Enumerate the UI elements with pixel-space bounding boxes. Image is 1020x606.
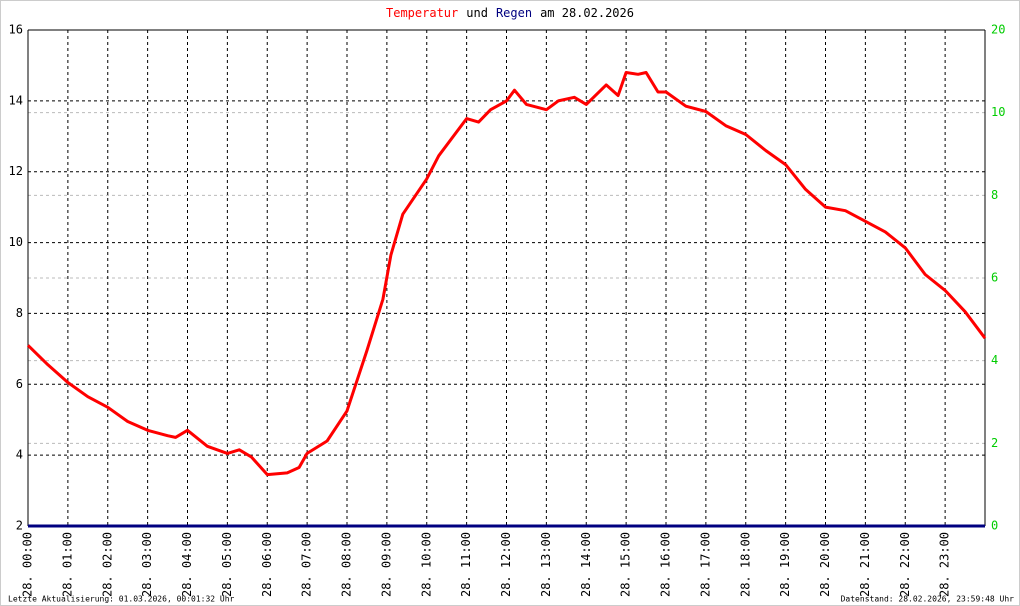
x-tick-label: 28. 23:00 bbox=[938, 532, 952, 597]
x-tick-label: 28. 17:00 bbox=[698, 532, 712, 597]
title-part: am 28.02.2026 bbox=[540, 6, 634, 20]
x-tick-label: 28. 03:00 bbox=[140, 532, 154, 597]
y2-tick-label: 2 bbox=[991, 436, 998, 450]
x-tick-label: 28. 14:00 bbox=[579, 532, 593, 597]
chart-title: Temperatur und Regen am 28.02.2026 bbox=[386, 6, 634, 20]
x-tick-label: 28. 21:00 bbox=[858, 532, 872, 597]
y-tick-label: 4 bbox=[16, 448, 23, 462]
x-tick-label: 28. 08:00 bbox=[340, 532, 354, 597]
x-tick-label: 28. 18:00 bbox=[738, 532, 752, 597]
y2-top-label: 20 bbox=[991, 23, 1005, 37]
title-part: Temperatur bbox=[386, 6, 458, 20]
x-tick-label: 28. 07:00 bbox=[300, 532, 314, 597]
y2-tick-label: 4 bbox=[991, 353, 998, 367]
x-tick-label: 28. 15:00 bbox=[619, 532, 633, 597]
y2-tick-label: 10 bbox=[991, 105, 1005, 119]
y2-tick-label: 6 bbox=[991, 271, 998, 285]
title-part: und bbox=[466, 6, 488, 20]
y-tick-label: 10 bbox=[9, 235, 23, 249]
y-tick-label: 2 bbox=[16, 519, 23, 533]
x-tick-label: 28. 13:00 bbox=[539, 532, 553, 597]
x-tick-label: 28. 05:00 bbox=[220, 532, 234, 597]
x-tick-label: 28. 06:00 bbox=[260, 532, 274, 597]
x-tick-label: 28. 00:00 bbox=[21, 532, 35, 597]
y2-tick-label: 8 bbox=[991, 188, 998, 202]
title-part: Regen bbox=[496, 6, 532, 20]
x-tick-label: 28. 02:00 bbox=[100, 532, 114, 597]
y-tick-label: 12 bbox=[9, 164, 23, 178]
line-series bbox=[26, 71, 987, 477]
y2-tick-label: 0 bbox=[991, 519, 998, 533]
footer-left: Letzte Aktualisierung: 01.03.2026, 00:01… bbox=[8, 595, 235, 604]
x-tick-label: 28. 11:00 bbox=[459, 532, 473, 597]
y-tick-label: 16 bbox=[9, 23, 23, 37]
x-tick-label: 28. 12:00 bbox=[499, 532, 513, 597]
x-tick-label: 28. 22:00 bbox=[898, 532, 912, 597]
y-tick-label: 6 bbox=[16, 377, 23, 391]
y-tick-label: 8 bbox=[16, 306, 23, 320]
x-tick-label: 28. 16:00 bbox=[659, 532, 673, 597]
x-tick-label: 28. 09:00 bbox=[379, 532, 393, 597]
x-tick-label: 28. 04:00 bbox=[180, 532, 194, 597]
x-tick-label: 28. 20:00 bbox=[818, 532, 832, 597]
y-tick-label: 14 bbox=[9, 93, 23, 107]
x-tick-label: 28. 10:00 bbox=[419, 532, 433, 597]
footer-right: Datenstand: 28.02.2026, 23:59:48 Uhr bbox=[841, 595, 1015, 604]
x-tick-label: 28. 19:00 bbox=[778, 532, 792, 597]
x-tick-label: 28. 01:00 bbox=[60, 532, 74, 597]
